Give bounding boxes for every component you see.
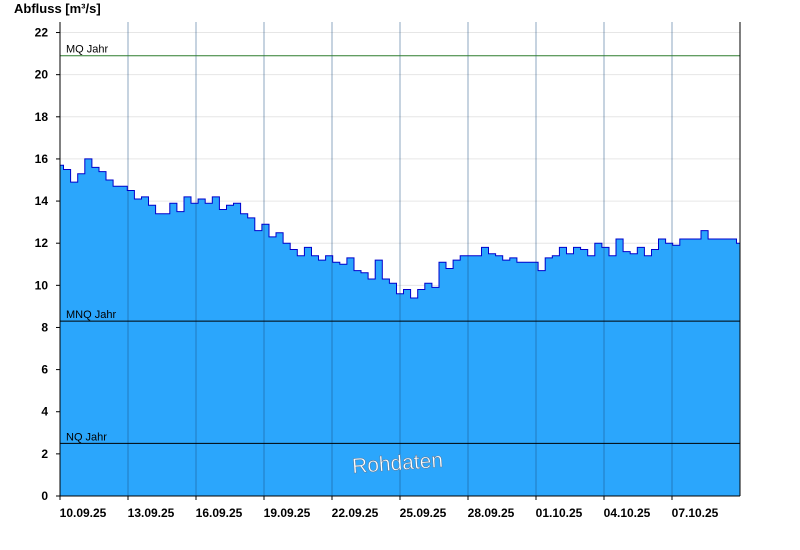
y-tick-label: 4 (41, 405, 48, 419)
y-tick-label: 18 (35, 110, 49, 124)
y-tick-label: 12 (35, 236, 49, 250)
y-axis-label: Abfluss [m³/s] (14, 1, 101, 16)
x-ticks: 10.09.25 13.09.25 16.09.25 19.09.25 22.09.25… (59, 496, 719, 520)
y-tick-label: 6 (41, 363, 48, 377)
y-tick-label: 2 (41, 447, 48, 461)
reference-line-label: MQ Jahr (66, 44, 109, 56)
y-tick-label: 8 (41, 320, 48, 334)
x-tick-label: 16.09.25 (196, 506, 243, 520)
x-tick-label: 19.09.25 (264, 506, 311, 520)
x-tick-label: 04.10.25 (604, 506, 651, 520)
x-tick-label: 10.09.25 (60, 506, 107, 520)
vertical-grid-lines (127, 22, 673, 496)
y-tick-label: 10 (35, 278, 49, 292)
discharge-line (60, 158, 740, 299)
reference-line-label: NQ Jahr (66, 431, 107, 443)
watermark-annotation: Rohdaten (351, 449, 443, 478)
x-tick-label: 13.09.25 (128, 506, 175, 520)
y-tick-label: 0 (41, 489, 48, 503)
x-tick-label: 25.09.25 (400, 506, 447, 520)
y-tick-label: 16 (35, 152, 49, 166)
x-tick-label: 01.10.25 (536, 506, 583, 520)
reference-lines: MQ Jahr MNQ Jahr NQ Jahr (60, 44, 740, 444)
y-tick-label: 14 (35, 194, 49, 208)
reference-line-label: MNQ Jahr (66, 309, 116, 321)
y-ticks: 0 2 4 6 8 10 12 14 16 18 20 22 (35, 26, 60, 503)
x-tick-label: 22.09.25 (332, 506, 379, 520)
x-tick-label: 07.10.25 (672, 506, 719, 520)
y-tick-label: 22 (35, 26, 49, 40)
y-tick-label: 20 (35, 68, 49, 82)
x-tick-label: 28.09.25 (468, 506, 515, 520)
